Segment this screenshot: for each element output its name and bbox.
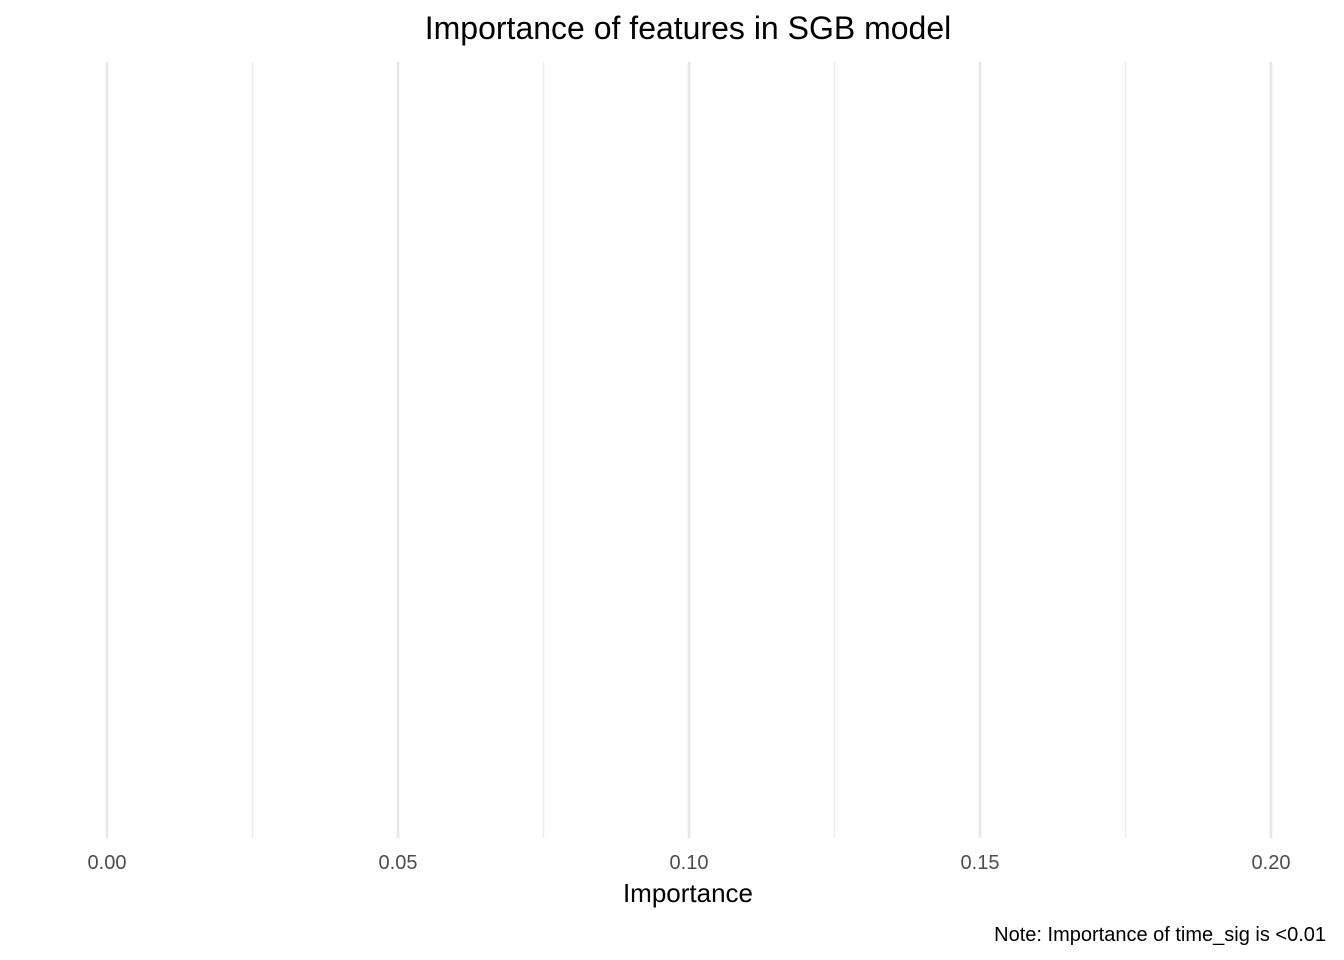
x-tick-label-3: 0.15 — [961, 852, 1000, 874]
chart-caption: Note: Importance of time_sig is <0.01 — [994, 924, 1326, 946]
x-axis-title: Importance — [623, 878, 753, 908]
grid — [105, 62, 1273, 838]
x-axis-ticks: 0.00 0.05 0.10 0.15 0.20 — [88, 852, 1291, 874]
x-tick-label-1: 0.05 — [379, 852, 418, 874]
chart-title: Importance of features in SGB model — [425, 10, 951, 46]
x-tick-label-2: 0.10 — [670, 852, 709, 874]
x-tick-label-4: 0.20 — [1252, 852, 1291, 874]
x-tick-label-0: 0.00 — [88, 852, 127, 874]
